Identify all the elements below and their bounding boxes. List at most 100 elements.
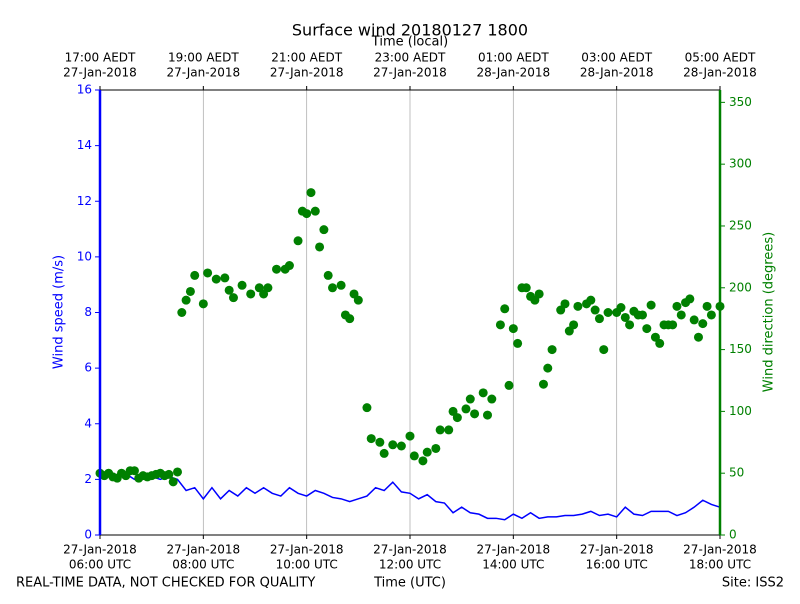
direction-point: [306, 188, 316, 198]
direction-point: [418, 456, 428, 466]
direction-point: [569, 320, 579, 330]
y2-tick-label: 300: [729, 157, 752, 171]
direction-point: [353, 295, 363, 305]
direction-point: [620, 312, 630, 322]
x2-tick-label: 21:00 AEDT: [271, 51, 342, 65]
x2-tick-label: 01:00 AEDT: [478, 51, 549, 65]
x2-tick-label: 28-Jan-2018: [477, 66, 551, 80]
y2-tick-label: 200: [729, 280, 752, 294]
x-tick-label: 27-Jan-2018: [270, 543, 344, 557]
direction-point: [685, 294, 695, 304]
direction-point: [478, 388, 488, 398]
direction-point: [689, 315, 699, 325]
direction-point: [323, 270, 333, 280]
direction-point: [706, 310, 716, 320]
direction-point: [310, 206, 320, 216]
x-tick-label: 27-Jan-2018: [683, 543, 757, 557]
y-tick-label: 16: [77, 83, 92, 97]
direction-point: [375, 437, 385, 447]
y-axis-label: Wind speed (m/s): [52, 255, 67, 369]
y2-tick-label: 0: [729, 528, 737, 542]
y2-tick-label: 100: [729, 404, 752, 418]
x2-tick-label: 05:00 AEDT: [685, 51, 756, 65]
speed-line: [99, 472, 721, 521]
direction-point: [211, 274, 221, 284]
direction-point: [594, 314, 604, 324]
direction-point: [319, 225, 329, 235]
y2-tick-label: 250: [729, 218, 752, 232]
direction-point: [220, 273, 230, 283]
direction-point: [263, 283, 273, 293]
direction-point: [573, 301, 583, 311]
direction-point: [388, 440, 398, 450]
direction-point: [345, 314, 355, 324]
x2-tick-label: 03:00 AEDT: [581, 51, 652, 65]
direction-point: [168, 477, 178, 487]
direction-point: [638, 310, 647, 320]
direction-point: [672, 301, 682, 311]
direction-point: [198, 299, 208, 309]
x-tick-label: 18:00 UTC: [689, 558, 751, 572]
direction-point: [500, 304, 510, 314]
direction-point: [405, 431, 415, 441]
direction-point: [599, 345, 609, 355]
direction-point: [487, 394, 497, 404]
direction-point: [560, 299, 570, 309]
direction-point: [668, 320, 678, 330]
x-tick-label: 16:00 UTC: [586, 558, 648, 572]
x-axis-label: Time (UTC): [373, 576, 446, 591]
x2-tick-label: 27-Jan-2018: [167, 66, 241, 80]
direction-point: [676, 310, 686, 320]
direction-point: [177, 308, 187, 317]
x2-tick-label: 17:00 AEDT: [65, 51, 136, 65]
x-tick-label: 27-Jan-2018: [373, 543, 447, 557]
direction-point: [203, 268, 213, 278]
x-tick-label: 10:00 UTC: [276, 558, 338, 572]
direction-point: [470, 409, 480, 419]
y-tick-label: 0: [84, 528, 92, 542]
direction-point: [379, 448, 389, 458]
direction-point: [452, 413, 462, 423]
direction-point: [173, 467, 182, 477]
x2-tick-label: 28-Jan-2018: [580, 66, 654, 80]
direction-point: [461, 404, 471, 414]
direction-point: [646, 300, 656, 310]
y-tick-label: 12: [77, 194, 92, 208]
direction-point: [603, 308, 613, 317]
direction-point: [435, 425, 445, 435]
x2-tick-label: 27-Jan-2018: [63, 66, 137, 80]
x-tick-label: 27-Jan-2018: [63, 543, 137, 557]
direction-point: [465, 394, 475, 404]
direction-point: [237, 280, 247, 290]
x-tick-label: 27-Jan-2018: [167, 543, 241, 557]
direction-point: [586, 295, 596, 305]
y2-tick-label: 150: [729, 342, 752, 356]
direction-point: [655, 338, 665, 348]
x-tick-label: 14:00 UTC: [482, 558, 544, 572]
direction-point: [538, 379, 548, 389]
y-tick-label: 2: [84, 472, 92, 486]
direction-point: [366, 434, 376, 444]
direction-point: [495, 320, 505, 330]
direction-point: [444, 425, 454, 435]
direction-point: [431, 443, 441, 453]
x2-tick-label: 27-Jan-2018: [373, 66, 447, 80]
y-tick-label: 4: [84, 416, 92, 430]
y2-axis-label: Wind direction (degrees): [762, 232, 777, 392]
direction-point: [228, 293, 238, 303]
y-tick-label: 6: [84, 361, 92, 375]
y2-tick-label: 350: [729, 95, 752, 109]
direction-point: [521, 283, 531, 293]
direction-point: [336, 280, 346, 290]
direction-point: [315, 242, 325, 252]
direction-point: [504, 380, 514, 390]
chart-title: Surface wind 20180127 1800: [292, 21, 528, 40]
direction-point: [698, 319, 708, 329]
direction-point: [543, 363, 553, 373]
direction-point: [625, 320, 635, 330]
direction-point: [190, 270, 200, 280]
x2-tick-label: 19:00 AEDT: [168, 51, 239, 65]
footer-note: REAL-TIME DATA, NOT CHECKED FOR QUALITY: [16, 576, 315, 591]
